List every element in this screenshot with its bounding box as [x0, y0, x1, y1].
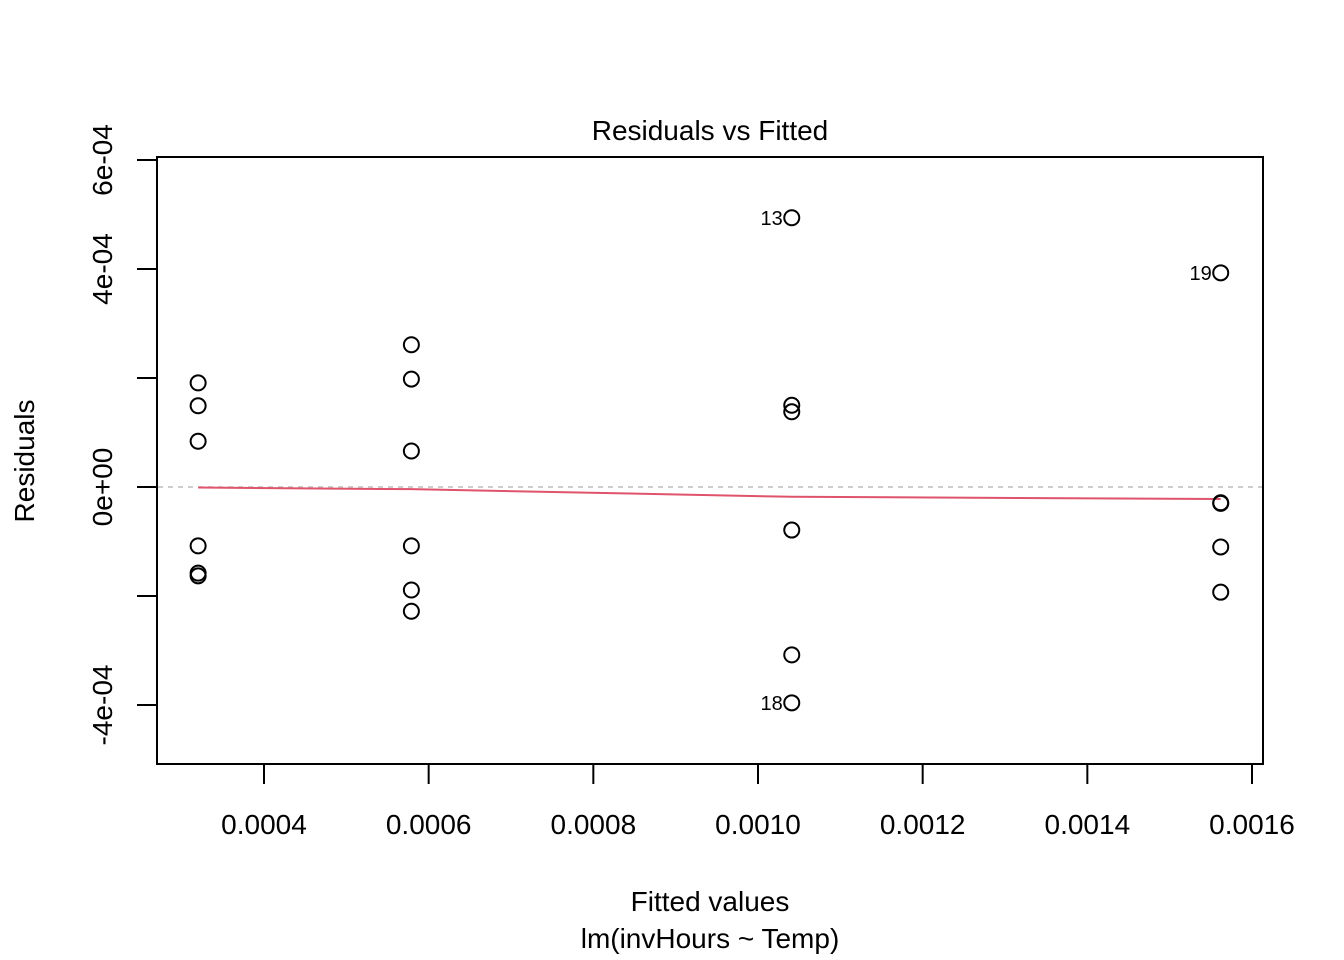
loess-smoother — [198, 486, 1221, 500]
outlier-label: 13 — [761, 208, 783, 230]
data-point — [1212, 538, 1230, 556]
point-labels: 13 18 19 — [761, 208, 1212, 715]
model-formula-label: lm(invHours ~ Temp) — [581, 923, 840, 954]
y-axis: -4e-04 0e+00 4e-04 6e-04 — [87, 124, 158, 746]
data-point — [189, 374, 207, 392]
data-point — [783, 521, 801, 539]
x-tick-label: 0.0008 — [551, 809, 637, 840]
data-point — [402, 581, 420, 599]
chart-title: Residuals vs Fitted — [592, 115, 829, 146]
data-point — [189, 432, 207, 450]
data-point — [189, 567, 207, 585]
data-point — [402, 336, 420, 354]
residual-points — [189, 209, 1230, 712]
data-point — [1212, 264, 1230, 282]
data-point — [783, 209, 801, 227]
x-tick-label: 0.0006 — [386, 809, 472, 840]
x-axis: 0.0004 0.0006 0.0008 0.0010 0.0012 0.0014 0.00… — [221, 763, 1295, 840]
outlier-label: 18 — [761, 693, 783, 715]
data-point — [402, 537, 420, 555]
y-axis-label: Residuals — [9, 400, 40, 523]
plot-frame — [156, 156, 1264, 765]
y-tick-label: 0e+00 — [87, 448, 118, 527]
data-point — [189, 397, 207, 415]
outlier-label: 19 — [1189, 263, 1211, 285]
data-point — [783, 403, 801, 421]
smoother-line — [198, 486, 1221, 500]
x-tick-label: 0.0016 — [1209, 809, 1295, 840]
x-axis-label: Fitted values — [631, 886, 790, 917]
data-point — [783, 646, 801, 664]
y-tick-label: 6e-04 — [87, 124, 118, 196]
data-point — [783, 396, 801, 414]
data-point — [1212, 494, 1230, 512]
data-point — [402, 370, 420, 388]
y-tick-label: -4e-04 — [87, 665, 118, 746]
data-point — [189, 537, 207, 555]
x-tick-label: 0.0014 — [1045, 809, 1131, 840]
data-point — [402, 442, 420, 460]
data-point — [783, 694, 801, 712]
x-tick-label: 0.0012 — [880, 809, 966, 840]
x-tick-label: 0.0010 — [715, 809, 801, 840]
data-point — [1212, 583, 1230, 601]
x-tick-label: 0.0004 — [221, 809, 307, 840]
data-point — [402, 602, 420, 620]
y-tick-label: 4e-04 — [87, 233, 118, 305]
